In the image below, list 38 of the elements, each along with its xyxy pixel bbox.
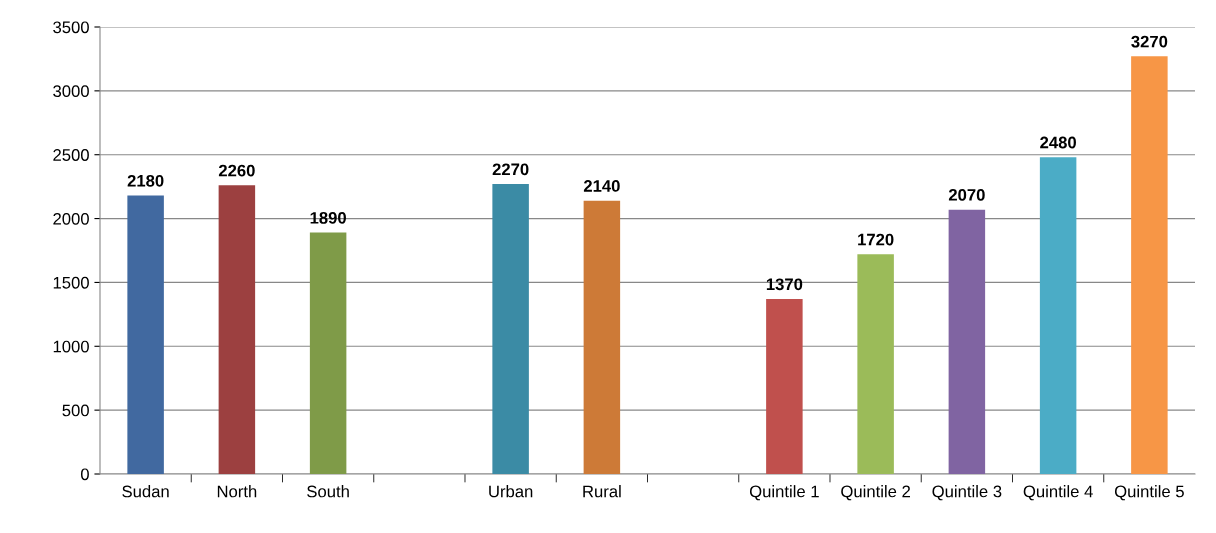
data-label: 2270 xyxy=(492,163,529,176)
data-label: 1370 xyxy=(766,278,803,291)
bar xyxy=(766,299,803,474)
y-tick-label: 3000 xyxy=(53,85,89,98)
x-tick-label: Rural xyxy=(583,485,621,498)
x-tick-label: Urban xyxy=(489,485,533,498)
bar xyxy=(127,195,164,474)
x-tick-label: North xyxy=(217,485,257,498)
bar xyxy=(1131,56,1168,474)
y-tick-label: 0 xyxy=(80,468,89,481)
bar xyxy=(948,209,986,474)
data-label: 2180 xyxy=(127,174,164,187)
bar xyxy=(857,254,894,474)
x-tick-label: Quintile 5 xyxy=(1114,485,1184,501)
bar xyxy=(1039,157,1077,474)
y-tick-label: 500 xyxy=(62,404,89,417)
y-tick-label: 3500 xyxy=(53,21,89,34)
x-tick-label: Quintile 1 xyxy=(749,485,819,501)
bar xyxy=(218,185,256,474)
data-label: 2480 xyxy=(1040,136,1076,149)
x-tick-label: Quintile 3 xyxy=(932,485,1002,501)
bar xyxy=(583,200,621,474)
x-tick-label: Quintile 4 xyxy=(1023,485,1093,501)
y-tick-label: 1500 xyxy=(53,276,89,289)
x-tick-label: Quintile 2 xyxy=(841,485,910,501)
x-tick-label: Sudan xyxy=(122,485,169,498)
bar xyxy=(309,232,347,474)
data-label: 1720 xyxy=(858,233,894,246)
y-tick-label: 2500 xyxy=(53,149,89,161)
bar xyxy=(492,184,529,474)
x-tick-label: South xyxy=(307,485,349,498)
data-label: 3270 xyxy=(1131,35,1168,48)
data-label: 1890 xyxy=(310,211,346,224)
y-tick-label: 1000 xyxy=(53,340,89,353)
data-label: 2260 xyxy=(218,164,255,177)
y-tick-label: 2000 xyxy=(53,212,89,225)
data-label: 2070 xyxy=(948,188,985,201)
data-label: 2140 xyxy=(583,180,620,192)
